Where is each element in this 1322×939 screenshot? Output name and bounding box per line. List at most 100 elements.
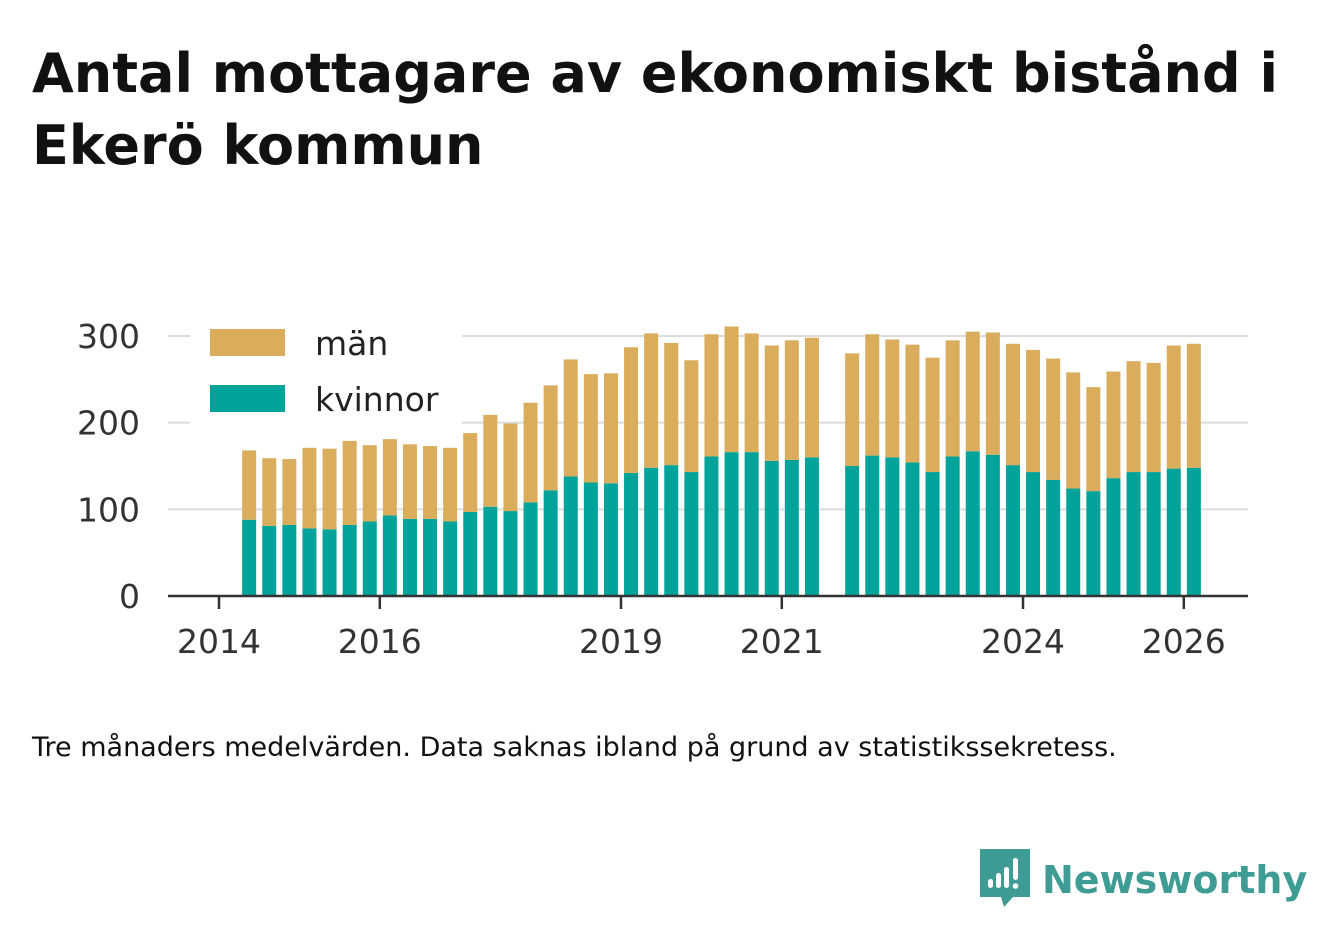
bar-man-2024Q4 — [1086, 387, 1101, 492]
x-tick-label-2026: 2026 — [1142, 622, 1226, 661]
legend-label-kvinnor: kvinnor — [315, 380, 439, 419]
y-tick-label-200: 200 — [77, 404, 140, 443]
newsworthy-logo-icon — [980, 849, 1030, 907]
bar-kvinnor-2025Q1 — [1106, 478, 1121, 596]
bar-kvinnor-2020Q2 — [724, 452, 739, 596]
bar-kvinnor-2023Q3 — [985, 454, 1000, 596]
bar-man-2023Q2 — [965, 331, 980, 452]
bar-kvinnor-2015Q2 — [322, 529, 337, 596]
brand: Newsworthy — [980, 848, 1307, 912]
x-tick-label-2021: 2021 — [740, 622, 824, 661]
bar-kvinnor-2021Q1 — [784, 459, 799, 596]
bar-man-2025Q3 — [1146, 362, 1161, 473]
bar-man-2014Q3 — [262, 458, 277, 526]
bar-kvinnor-2023Q4 — [1005, 465, 1020, 596]
bar-man-2017Q3 — [503, 423, 518, 512]
bar-kvinnor-2025Q3 — [1146, 472, 1161, 596]
bar-kvinnor-2023Q1 — [945, 456, 960, 596]
bar-kvinnor-2017Q1 — [463, 511, 478, 596]
bar-kvinnor-2022Q4 — [925, 472, 940, 596]
footnote: Tre månaders medelvärden. Data saknas ib… — [32, 732, 1117, 763]
bar-man-2015Q1 — [302, 447, 317, 529]
bar-kvinnor-2015Q1 — [302, 528, 317, 596]
bar-kvinnor-2014Q2 — [242, 519, 257, 596]
bar-kvinnor-2021Q2 — [804, 457, 819, 596]
bar-man-2023Q4 — [1005, 343, 1020, 466]
bar-man-2016Q3 — [423, 446, 438, 519]
bar-kvinnor-2022Q1 — [865, 455, 880, 596]
bar-man-2024Q2 — [1046, 358, 1061, 480]
bar-kvinnor-2022Q3 — [905, 462, 920, 596]
bar-kvinnor-2018Q4 — [603, 483, 618, 596]
bar-kvinnor-2017Q3 — [503, 511, 518, 596]
bar-kvinnor-2019Q2 — [644, 467, 659, 596]
bar-kvinnor-2024Q3 — [1066, 488, 1081, 596]
bar-man-2021Q4 — [845, 353, 860, 466]
y-tick-label-0: 0 — [119, 577, 140, 616]
bar-man-2019Q2 — [644, 333, 659, 468]
x-tick-label-2024: 2024 — [981, 622, 1065, 661]
bar-man-2017Q1 — [463, 433, 478, 512]
bar-man-2015Q3 — [342, 440, 357, 525]
bar-man-2017Q4 — [523, 402, 538, 503]
bar-man-2020Q3 — [744, 333, 759, 453]
bar-kvinnor-2025Q2 — [1126, 472, 1141, 596]
bar-man-2024Q3 — [1066, 372, 1081, 489]
bar-man-2022Q2 — [885, 339, 900, 458]
bar-kvinnor-2021Q4 — [845, 466, 860, 596]
bar-man-2020Q1 — [704, 334, 719, 457]
x-tick-label-2016: 2016 — [338, 622, 422, 661]
bar-kvinnor-2018Q2 — [563, 476, 578, 596]
bar-man-2016Q2 — [402, 444, 417, 519]
bar-kvinnor-2014Q4 — [282, 524, 297, 596]
bar-kvinnor-2024Q1 — [1026, 472, 1041, 596]
bar-man-2021Q2 — [804, 337, 819, 458]
bar-man-2025Q4 — [1166, 345, 1181, 469]
bar-man-2016Q4 — [443, 447, 458, 522]
stacked-bar-chart: 0 100 200 300 2014 2016 2019 2021 2024 2026 män kv… — [77, 317, 1248, 661]
bar-kvinnor-2015Q3 — [342, 524, 357, 596]
bar-man-2014Q4 — [282, 459, 297, 525]
bar-man-2024Q1 — [1026, 349, 1041, 473]
y-tick-label-100: 100 — [77, 490, 140, 529]
bar-kvinnor-2023Q2 — [965, 451, 980, 596]
bar-man-2025Q2 — [1126, 361, 1141, 473]
bar-kvinnor-2024Q2 — [1046, 479, 1061, 596]
bar-man-2017Q2 — [483, 414, 498, 507]
bar-man-2022Q3 — [905, 344, 920, 463]
bar-kvinnor-2015Q4 — [362, 521, 377, 596]
bar-man-2015Q2 — [322, 448, 337, 530]
bar-kvinnor-2024Q4 — [1086, 491, 1101, 596]
bar-man-2019Q3 — [664, 342, 679, 466]
legend: män kvinnor — [190, 318, 462, 430]
bar-man-2019Q4 — [684, 360, 699, 473]
bar-man-2023Q3 — [985, 332, 1000, 455]
bar-man-2026Q1 — [1186, 343, 1201, 468]
bar-man-2015Q4 — [362, 445, 377, 522]
bar-kvinnor-2016Q1 — [382, 515, 397, 596]
brand-name: Newsworthy — [1042, 858, 1308, 902]
x-tick-label-2019: 2019 — [579, 622, 663, 661]
bar-kvinnor-2019Q3 — [664, 465, 679, 596]
bar-kvinnor-2022Q2 — [885, 457, 900, 596]
bar-kvinnor-2018Q3 — [583, 482, 598, 596]
bar-man-2018Q4 — [603, 373, 618, 484]
bar-kvinnor-2017Q2 — [483, 506, 498, 596]
bar-kvinnor-2025Q4 — [1166, 468, 1181, 596]
bar-man-2020Q4 — [764, 345, 779, 461]
x-tick-label-2014: 2014 — [177, 622, 261, 661]
bar-man-2016Q1 — [382, 439, 397, 516]
bar-man-2020Q2 — [724, 326, 739, 453]
y-tick-label-300: 300 — [77, 317, 140, 356]
bar-kvinnor-2020Q1 — [704, 456, 719, 596]
bar-kvinnor-2014Q3 — [262, 525, 277, 596]
bar-man-2019Q1 — [624, 347, 639, 473]
bar-kvinnor-2019Q4 — [684, 472, 699, 596]
legend-swatch-man — [210, 329, 285, 356]
bar-man-2018Q3 — [583, 374, 598, 483]
bar-man-2023Q1 — [945, 340, 960, 457]
legend-swatch-kvinnor — [210, 385, 285, 412]
bar-kvinnor-2016Q3 — [423, 518, 438, 596]
bar-kvinnor-2016Q2 — [402, 518, 417, 596]
bar-man-2018Q2 — [563, 359, 578, 477]
